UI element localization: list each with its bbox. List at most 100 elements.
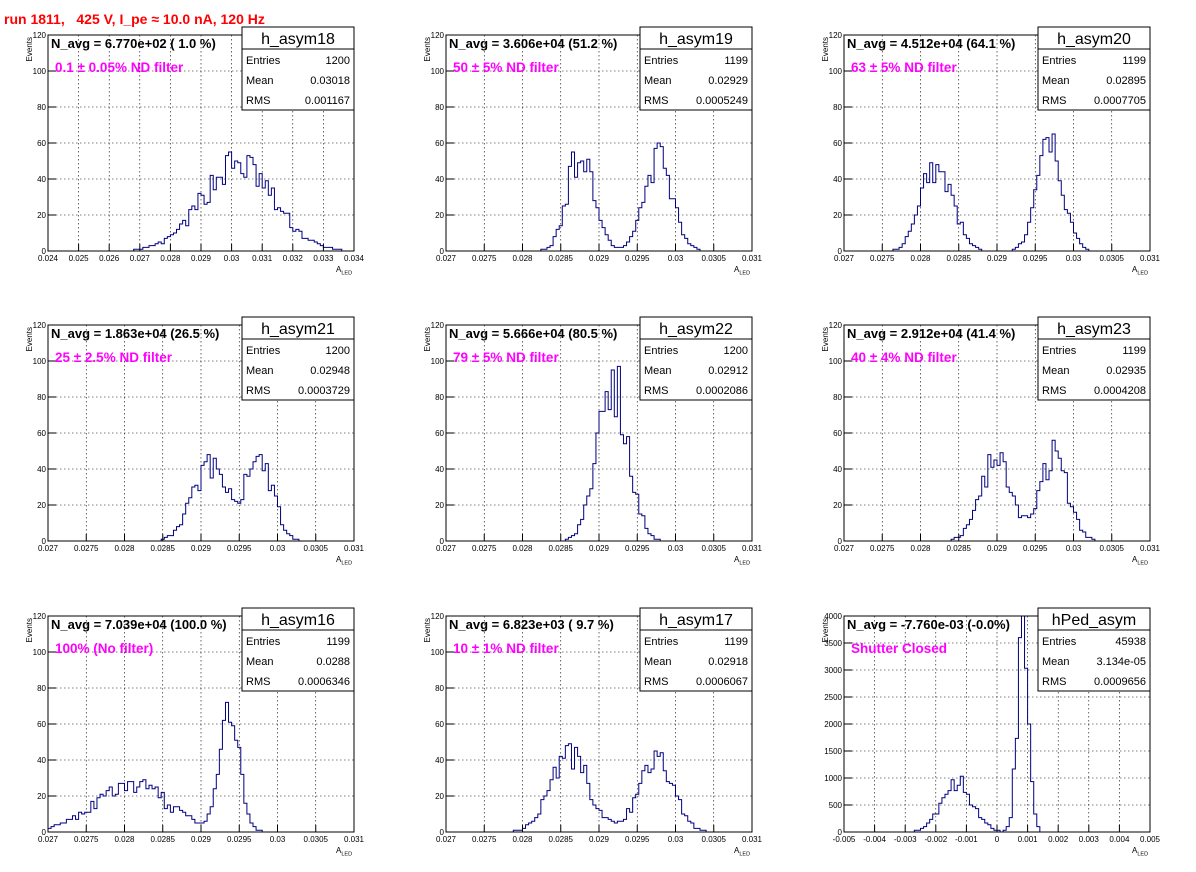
x-tick-label: -0.005	[833, 835, 856, 844]
x-tick-label: 0.0275	[472, 544, 497, 553]
x-tick-label: 0.003	[1079, 835, 1100, 844]
x-tick-label: 0.029	[589, 544, 610, 553]
stats-value: 0.02912	[708, 365, 748, 377]
stats-title: h_asym21	[261, 321, 335, 338]
stats-value: 1199	[724, 636, 748, 648]
x-tick-label: 0.0295	[1023, 544, 1048, 553]
navg-label: N_avg = 6.770e+02 ( 1.0 %)	[51, 36, 216, 51]
x-tick-label: 0.03	[270, 544, 286, 553]
stats-value: 1200	[326, 55, 350, 67]
stats-key: RMS	[1042, 676, 1066, 688]
x-tick-label: 0.0285	[151, 544, 176, 553]
x-axis-title-subscript: LED	[739, 271, 750, 277]
filter-label: 79 ± 5% ND filter	[453, 350, 559, 365]
navg-label: N_avg = 5.666e+04 (80.5 %)	[449, 326, 617, 341]
stats-key: Entries	[1042, 636, 1077, 648]
y-tick-label: 100	[33, 648, 47, 657]
stats-box	[639, 607, 753, 692]
stats-title: h_asym16	[261, 612, 335, 629]
x-tick-label: 0.03	[668, 254, 684, 263]
x-tick-label: 0.027	[436, 544, 457, 553]
x-tick-label: 0.0275	[472, 254, 497, 263]
x-tick-label: 0.029	[987, 254, 1008, 263]
stats-box	[1037, 607, 1151, 692]
x-tick-label: 0.029	[191, 254, 212, 263]
stats-key: Mean	[246, 656, 274, 668]
filter-label: 63 ± 5% ND filter	[851, 60, 957, 75]
stats-value: 1200	[326, 345, 350, 357]
page-title: run 1811, 425 V, I_pe ≈ 10.0 nA, 120 Hz	[4, 11, 265, 27]
stats-key: Mean	[644, 75, 672, 87]
y-axis-title: Events	[423, 37, 432, 61]
x-tick-label: 0.0305	[702, 544, 727, 553]
stats-value: 1199	[326, 636, 350, 648]
x-tick-label: 0.028	[512, 544, 533, 553]
x-tick-label: 0.027	[38, 544, 59, 553]
y-axis-title: Events	[821, 37, 830, 61]
histogram-panel-h_asym17: 0.027 0.0275 0.028 0.0285 0.029 0.0295 0.03 0.0…	[423, 607, 763, 858]
stats-box	[1037, 316, 1151, 401]
y-tick-label: 80	[37, 684, 46, 693]
x-tick-label: 0.031	[344, 835, 365, 844]
y-axis-title: Events	[25, 327, 34, 351]
y-tick-label: 0	[440, 247, 445, 256]
y-tick-label: 60	[37, 720, 46, 729]
x-tick-label: 0.03	[668, 544, 684, 553]
x-tick-label: 0.031	[344, 544, 365, 553]
x-tick-label: 0.027	[130, 254, 151, 263]
x-axis-title: ALED	[336, 265, 352, 277]
stats-value: 45938	[1115, 636, 1146, 648]
x-tick-label: 0.03	[668, 835, 684, 844]
stats-value: 0.0288	[316, 656, 350, 668]
stats-value: 1200	[724, 345, 748, 357]
stats-value: 1199	[1122, 55, 1146, 67]
x-tick-label: -0.004	[863, 835, 886, 844]
y-tick-label: 100	[431, 357, 445, 366]
x-tick-label: 0.027	[38, 835, 59, 844]
y-tick-label: 20	[435, 211, 444, 220]
x-tick-label: 0.028	[114, 544, 135, 553]
y-tick-label: 20	[37, 501, 46, 510]
x-tick-label: 0.026	[99, 254, 120, 263]
filter-label: 40 ± 4% ND filter	[851, 350, 957, 365]
x-tick-label: 0.031	[742, 544, 763, 553]
histogram-panel-h_asym18: 0.024 0.025 0.026 0.027 0.028 0.029 0.03 0.031 0…	[25, 26, 365, 277]
x-tick-label: 0.002	[1048, 835, 1069, 844]
stats-key: RMS	[246, 676, 270, 688]
x-tick-label: 0.027	[834, 544, 855, 553]
y-tick-label: 80	[435, 684, 444, 693]
stats-title: h_asym22	[659, 321, 733, 338]
x-tick-label: 0.03	[1066, 254, 1082, 263]
x-tick-label: 0.029	[589, 835, 610, 844]
y-tick-label: 60	[37, 429, 46, 438]
y-tick-label: 60	[833, 429, 842, 438]
x-tick-label: 0.029	[191, 544, 212, 553]
y-tick-label: 1500	[824, 747, 842, 756]
y-tick-label: 120	[33, 321, 47, 330]
histogram-panel-h_asym23: 0.027 0.0275 0.028 0.0285 0.029 0.0295 0.03 0.0…	[821, 316, 1161, 567]
y-tick-label: 40	[435, 756, 444, 765]
x-tick-label: 0.027	[834, 254, 855, 263]
navg-label: N_avg = 6.823e+03 ( 9.7 %)	[449, 617, 614, 632]
x-axis-title-subscript: LED	[1137, 271, 1148, 277]
x-tick-label: 0.0285	[151, 835, 176, 844]
stats-value: 0.0003729	[298, 385, 350, 397]
stats-key: Entries	[1042, 55, 1077, 67]
stats-key: Mean	[644, 365, 672, 377]
stats-key: RMS	[644, 95, 668, 107]
x-tick-label: 0.0285	[549, 835, 574, 844]
stats-value: 0.0005249	[696, 95, 748, 107]
navg-label: N_avg = 3.606e+04 (51.2 %)	[449, 36, 617, 51]
stats-key: Entries	[246, 636, 281, 648]
y-axis-title: Events	[423, 618, 432, 642]
y-tick-label: 80	[37, 103, 46, 112]
x-tick-label: 0.027	[436, 835, 457, 844]
y-tick-label: 0	[440, 828, 445, 837]
y-tick-label: 40	[435, 175, 444, 184]
x-axis-title: ALED	[1132, 846, 1148, 858]
x-tick-label: -0.001	[955, 835, 978, 844]
stats-key: Entries	[644, 55, 679, 67]
y-tick-label: 2000	[824, 720, 842, 729]
x-tick-label: 0.0285	[549, 544, 574, 553]
stats-value: 0.0006346	[298, 676, 350, 688]
